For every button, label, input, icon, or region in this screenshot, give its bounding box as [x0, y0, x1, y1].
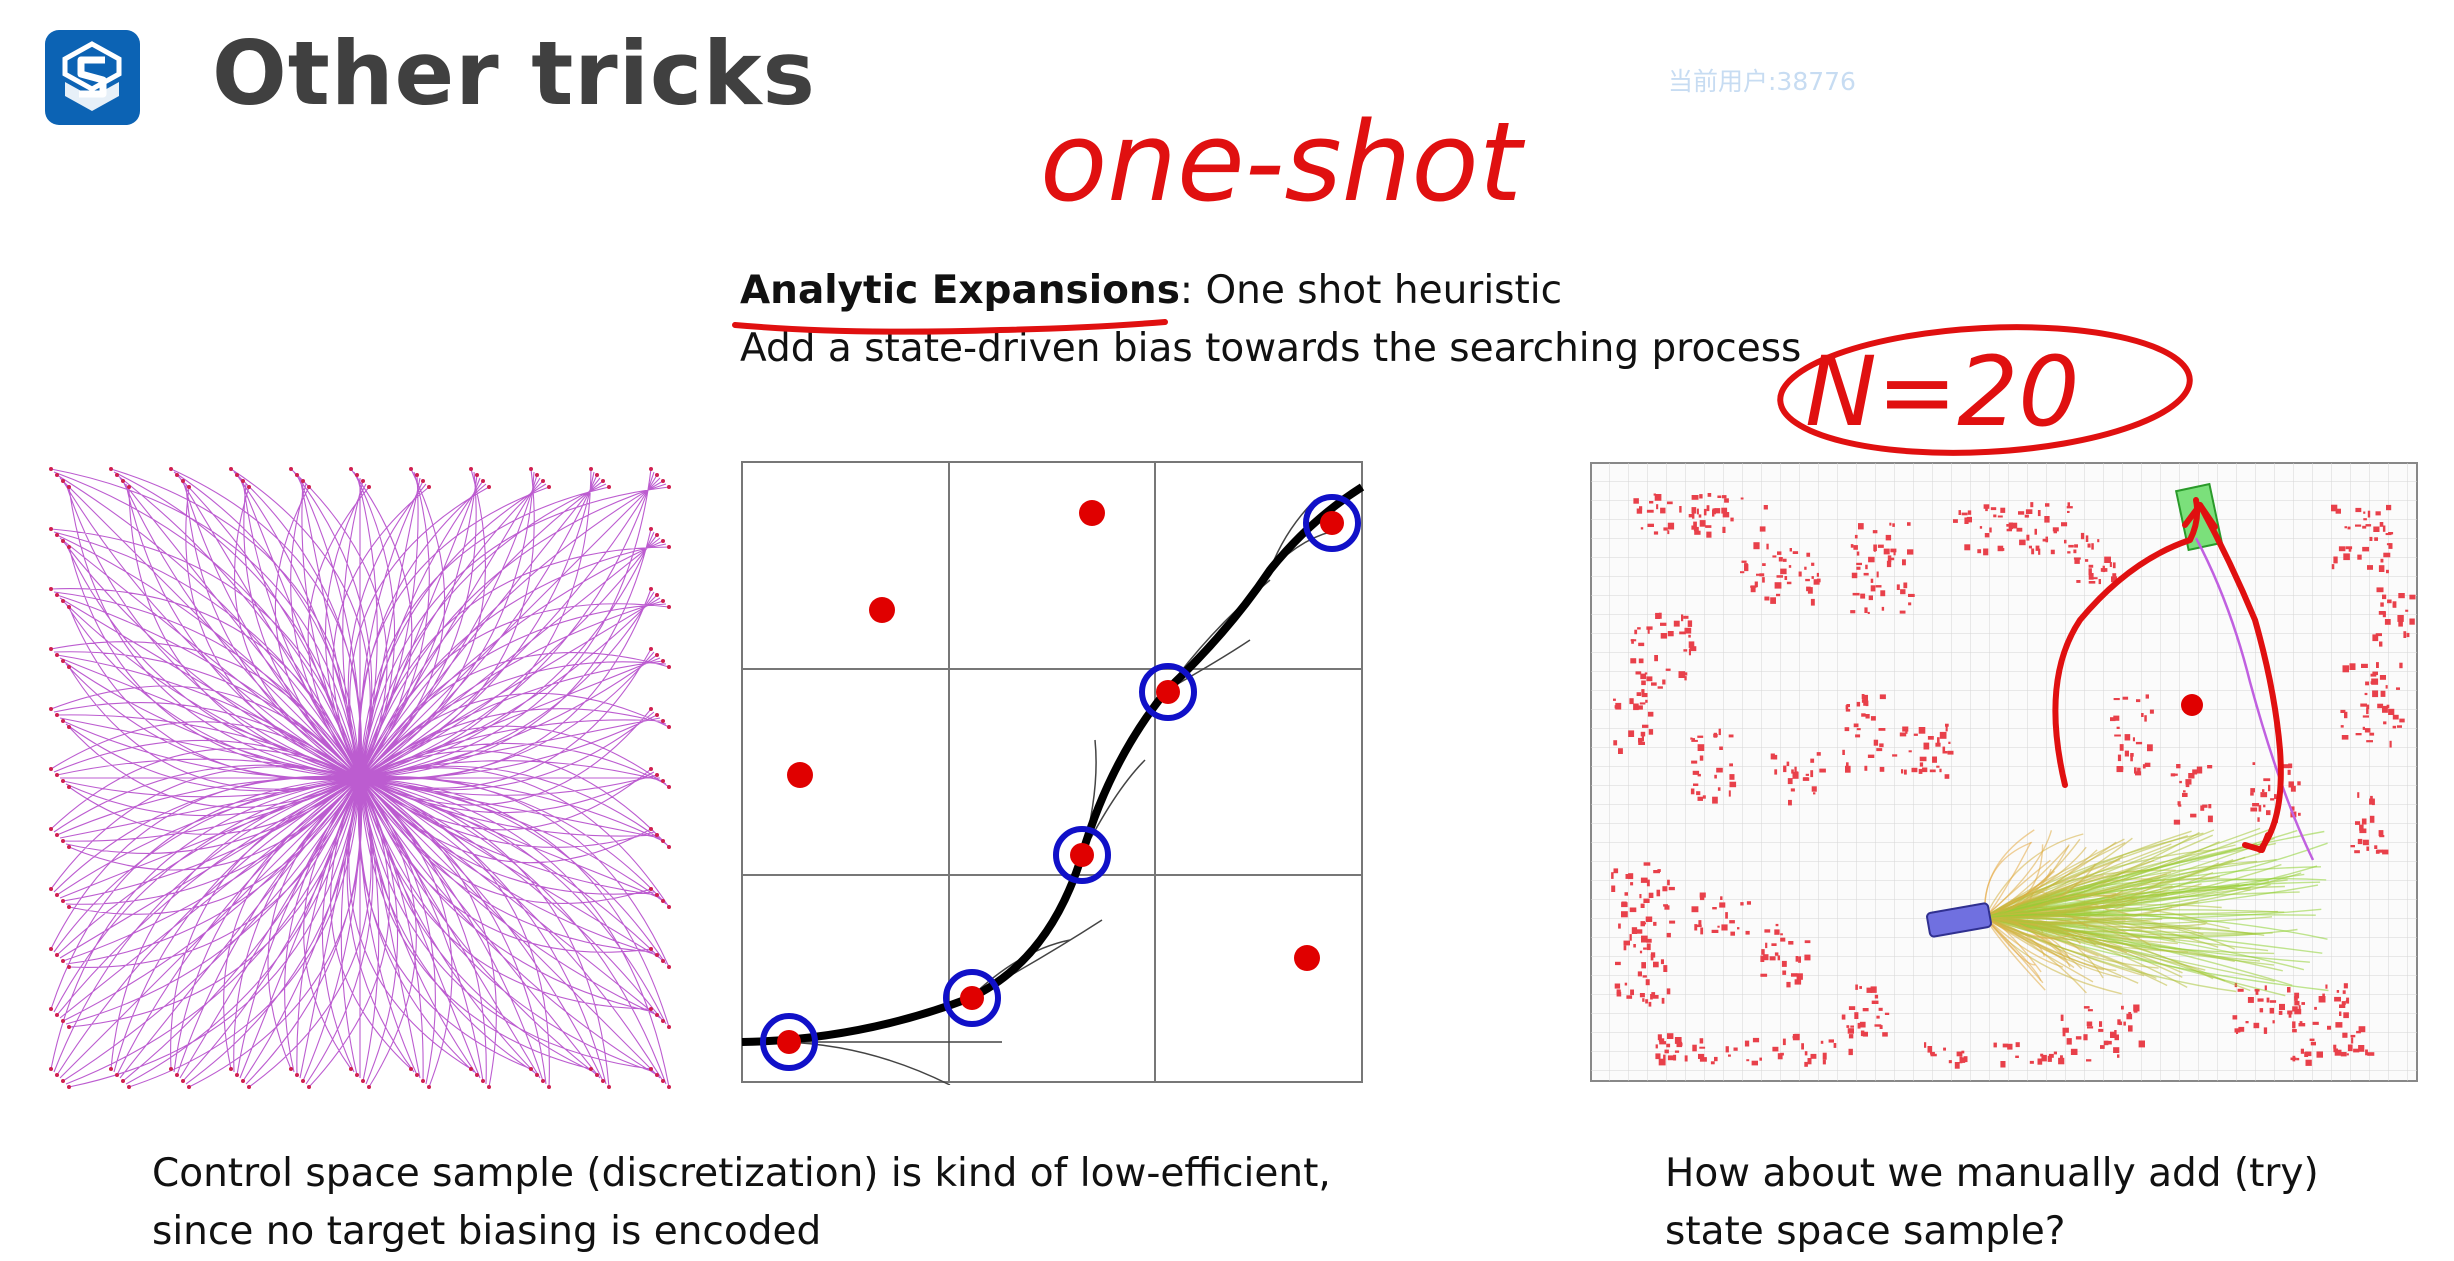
path-samples: [760, 494, 1361, 1071]
search-map-screenshot: [1590, 462, 2418, 1082]
state-sample: [869, 597, 895, 623]
page-title: Other tricks: [212, 22, 816, 125]
map-obstacles: [1611, 493, 2416, 1069]
handwritten-one-shot: one-shot: [1040, 98, 1526, 226]
state-sample-diagram: [741, 461, 1365, 1085]
state-sample: [1079, 500, 1105, 526]
control-lattice-diagram: [49, 467, 671, 1089]
logo-icon: [62, 41, 122, 111]
caption-left: Control space sample (discretization) is…: [152, 1145, 1331, 1261]
state-sample: [1294, 945, 1320, 971]
circle-stroke: [1777, 324, 2193, 456]
subtitle-line-1: Analytic Expansions: One shot heuristic: [740, 262, 1801, 320]
subtitle-block: Analytic Expansions: One shot heuristic …: [740, 262, 1801, 378]
analytic-expansions-term: Analytic Expansions: [740, 268, 1180, 313]
caption-right-line-2: state space sample?: [1665, 1209, 2066, 1254]
term-suffix: : One shot heuristic: [1179, 268, 1563, 313]
logo: [45, 30, 140, 125]
caption-right: How about we manually add (try) state sp…: [1665, 1145, 2319, 1261]
user-watermark: 当前用户:38776: [1668, 67, 1856, 96]
lattice-primitives: [50, 468, 670, 1088]
caption-left-line-2: since no target biasing is encoded: [152, 1209, 822, 1254]
state-sample: [787, 762, 813, 788]
expansion-path: [741, 483, 1365, 1046]
caption-left-line-1: Control space sample (discretization) is…: [152, 1151, 1331, 1196]
caption-right-line-1: How about we manually add (try): [1665, 1151, 2319, 1196]
handwritten-n-equals-20: N=20: [1805, 336, 2079, 448]
subtitle-line-2: Add a state-driven bias towards the sear…: [740, 326, 1802, 371]
target-sample: [2181, 694, 2203, 716]
vehicle: [1926, 902, 1992, 938]
